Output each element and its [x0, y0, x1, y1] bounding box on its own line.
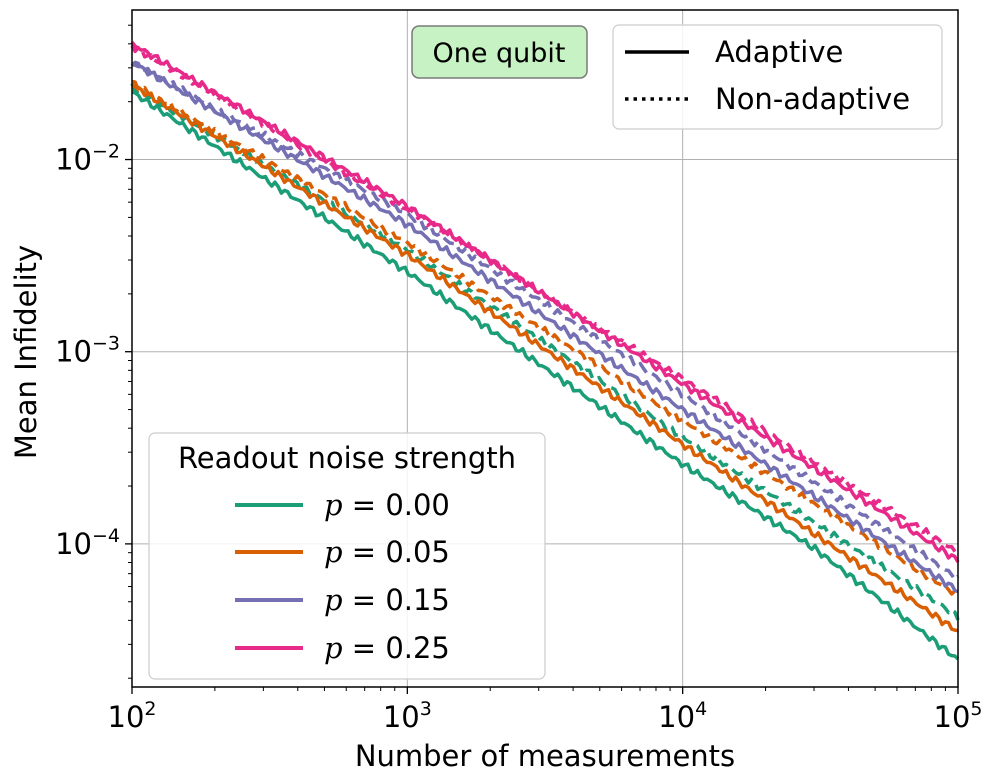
noise-legend-box — [148, 432, 546, 680]
style-legend-box — [612, 24, 943, 130]
y-axis-label: Mean Infidelity — [9, 245, 43, 459]
annotation-one-qubit: One qubit — [411, 25, 588, 79]
legend-label-p005: p = 0.05 — [324, 535, 450, 569]
series-line — [131, 84, 959, 633]
x-tick-label: 104 — [658, 698, 707, 734]
noise-legend: Readout noise strength p = 0.00 p = 0.05… — [148, 432, 546, 680]
legend-label-p000: p = 0.00 — [324, 488, 450, 522]
x-tick-label: 102 — [108, 698, 157, 734]
legend-non-adaptive-label: Non-adaptive — [715, 82, 910, 116]
legend-label-p015: p = 0.15 — [324, 583, 450, 617]
axis-ticks: 102 103 104 105 10−4 10−3 10−2 — [55, 24, 983, 734]
legend-label-p025: p = 0.25 — [324, 631, 450, 665]
style-legend: Adaptive Non-adaptive — [612, 24, 943, 130]
x-tick-label: 105 — [934, 698, 983, 734]
series-line — [131, 90, 960, 661]
series-line — [130, 60, 960, 581]
series-lines — [130, 41, 960, 661]
annotation-text: One qubit — [432, 38, 565, 69]
plot-frame — [131, 9, 959, 688]
x-tick-label: 103 — [383, 698, 432, 734]
y-tick-label: 10−2 — [55, 141, 120, 177]
series-line — [131, 79, 960, 596]
series-line — [131, 61, 959, 594]
noise-legend-title: Readout noise strength — [178, 441, 516, 475]
series-line — [130, 44, 960, 557]
x-axis-label: Number of measurements — [355, 739, 735, 773]
y-tick-label: 10−3 — [55, 333, 120, 369]
legend-adaptive-label: Adaptive — [715, 35, 843, 69]
y-tick-label: 10−4 — [55, 525, 120, 561]
annotation-box — [411, 25, 588, 79]
